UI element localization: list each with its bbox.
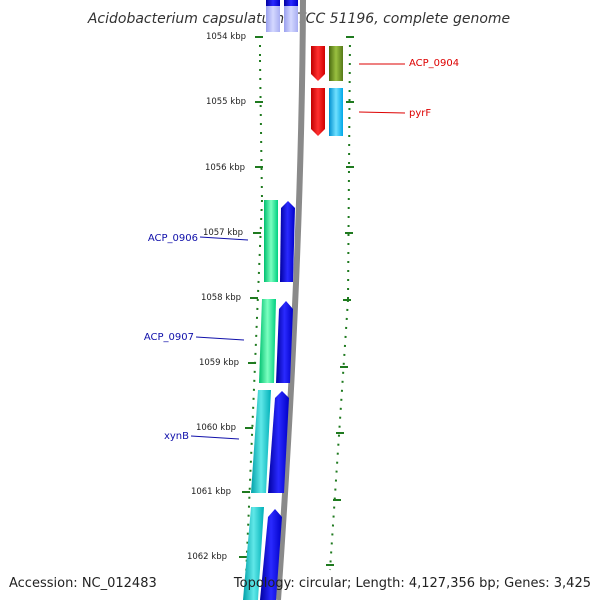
major-tick-marks — [239, 36, 354, 566]
tick-label: 1055 kbp — [206, 97, 246, 107]
gene-block-top-blue[interactable] — [266, 0, 280, 6]
genome-backbone — [275, 0, 306, 600]
label-line-acp0906 — [199, 236, 249, 241]
gene-label-acp0907[interactable]: ACP_0907 — [144, 332, 194, 343]
label-line-xynb — [190, 435, 240, 440]
gene-arrow-xynb[interactable] — [268, 391, 289, 493]
map-title: Acidobacterium capsulatum ATCC 51196, co… — [87, 11, 510, 27]
tick-label: 1056 kbp — [205, 163, 245, 173]
gene-block-acp0907[interactable] — [259, 299, 276, 383]
gene-arrow-pyrf-rev[interactable] — [311, 88, 325, 136]
gene-label-acp0906[interactable]: ACP_0906 — [148, 233, 198, 244]
gene-block-xynb[interactable] — [251, 390, 271, 493]
label-line-acp0907 — [195, 336, 245, 341]
gene-label-pyrf[interactable]: pyrF — [409, 108, 431, 119]
gene-block-pyrf[interactable] — [329, 88, 343, 136]
gene-label-acp0904[interactable]: ACP_0904 — [409, 58, 459, 69]
gene-arrow-acp0907[interactable] — [276, 301, 293, 383]
right-tick-track — [329, 35, 351, 571]
gene-arrow-acp0904-rev[interactable] — [311, 46, 325, 81]
topology-text: Topology: circular; Length: 4,127,356 bp… — [233, 576, 591, 591]
gene-block-bottom-teal[interactable] — [243, 507, 264, 600]
accession-text: Accession: NC_012483 — [9, 576, 157, 591]
gene-block-top-pale[interactable] — [266, 0, 280, 32]
label-line-pyrf — [358, 111, 406, 114]
tick-label: 1062 kbp — [187, 552, 227, 562]
tick-label: 1059 kbp — [199, 358, 239, 368]
tick-labels: 1054 kbp 1055 kbp 1056 kbp 1057 kbp 1058… — [187, 32, 246, 562]
gene-arrow-acp0906[interactable] — [280, 201, 295, 282]
gene-block-acp0904[interactable] — [329, 46, 343, 81]
tick-label: 1061 kbp — [191, 487, 231, 497]
tick-label: 1060 kbp — [196, 423, 236, 433]
gene-block-top-blue-2[interactable] — [284, 0, 298, 6]
gene-arrow-bottom[interactable] — [260, 509, 282, 600]
tick-label: 1057 kbp — [203, 228, 243, 238]
gene-label-xynb[interactable]: xynB — [164, 431, 189, 442]
gene-block-acp0906[interactable] — [264, 200, 278, 282]
gene-block-top-pale-2[interactable] — [284, 0, 298, 32]
left-tick-track — [244, 36, 263, 600]
tick-label: 1054 kbp — [206, 32, 246, 42]
tick-label: 1058 kbp — [201, 293, 241, 303]
